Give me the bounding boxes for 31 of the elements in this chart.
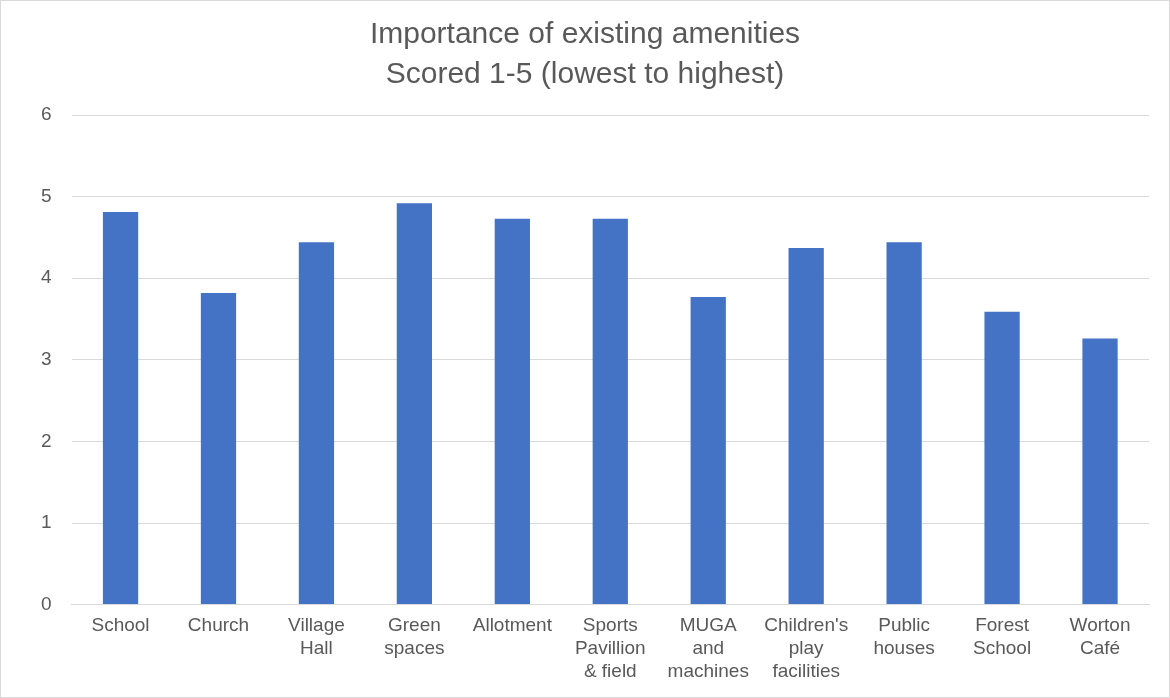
x-tick-label: Church [187,614,250,636]
y-tick-label: 4 [40,266,52,288]
x-tick-label: Sports Pavillion & field [574,614,646,681]
x-tick-label: Village Hall [288,614,345,659]
x-tick-label: MUGA and machines [667,614,749,681]
chart-subtitle: Scored 1-5 (lowest to highest) [385,56,785,90]
x-tick-label: Allotment [472,614,553,636]
bar [494,218,530,605]
bar [1082,338,1118,605]
y-tick-label: 3 [40,348,52,370]
bar [298,242,335,605]
bar [886,242,922,605]
bar [396,203,433,605]
x-tick-label: Green spaces [384,614,445,659]
bar [102,212,139,605]
x-tick-label: Forest School [973,614,1032,659]
y-tick-label: 2 [40,429,52,451]
bar [592,218,628,605]
x-tick-label: Worton Café [1069,614,1131,659]
y-tick-label: 6 [40,103,52,125]
x-tick-label: School [91,614,150,636]
bar [788,248,824,605]
y-tick-label: 0 [40,592,52,614]
bar [690,296,726,605]
chart-title: Importance of existing amenities [369,16,801,50]
bar [200,292,237,605]
y-tick-label: 1 [40,511,52,533]
x-tick-label: Children's play facilities [764,614,849,681]
x-tick-label: Public houses [873,614,935,659]
bar [984,311,1020,605]
y-tick-label: 5 [40,184,52,206]
